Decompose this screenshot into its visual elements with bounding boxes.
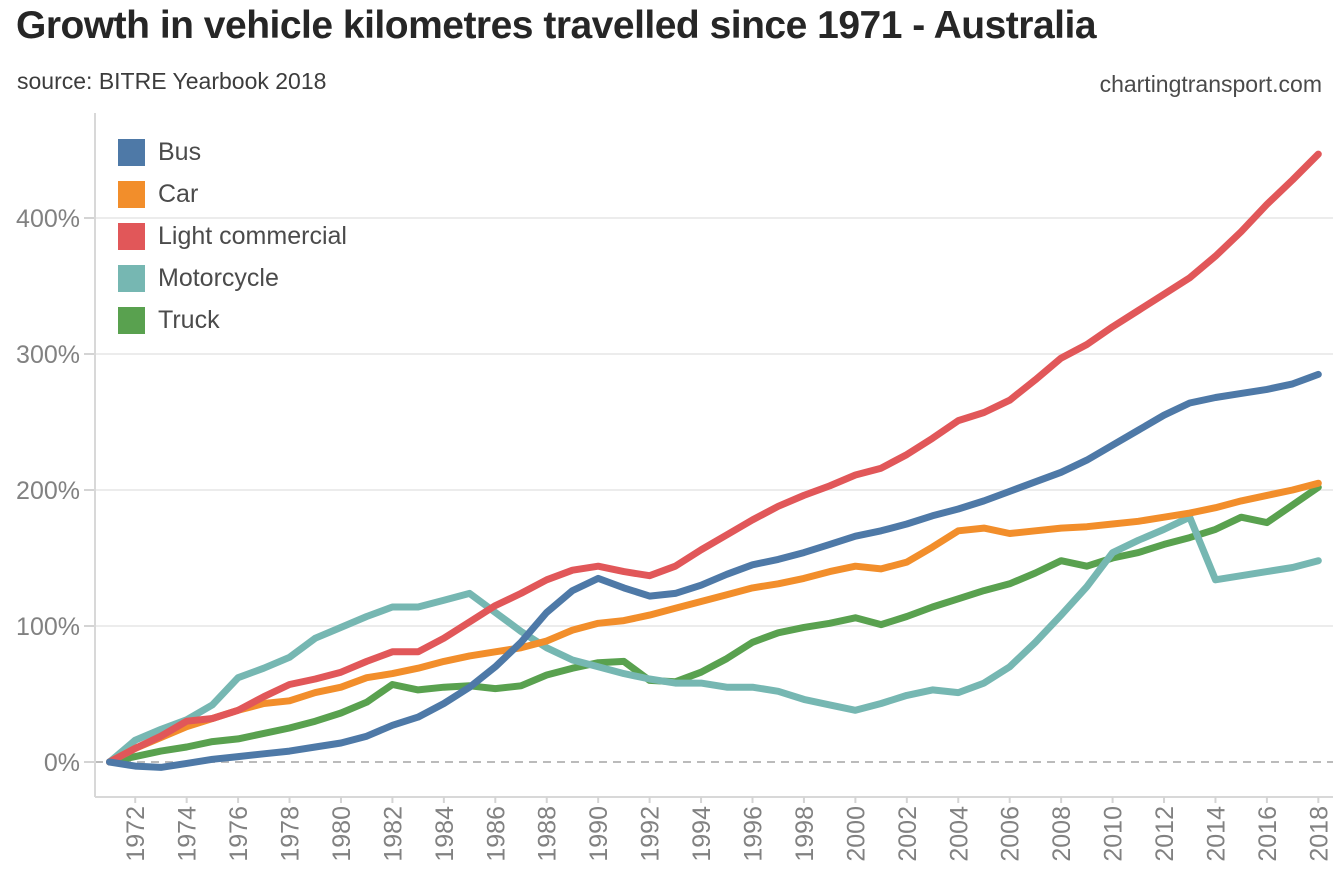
legend: Bus Car Light commercial Motorcycle Truc…: [118, 131, 347, 341]
x-tick-label: 1996: [740, 806, 768, 862]
x-tick-label: 1982: [379, 806, 407, 862]
x-tick-label: 1986: [482, 806, 510, 862]
legend-label: Car: [158, 179, 199, 208]
legend-label: Bus: [158, 137, 202, 166]
legend-label: Truck: [158, 305, 220, 334]
y-tick-label: 300%: [16, 341, 80, 369]
line-car[interactable]: [106, 479, 1322, 766]
x-tick-label: 2006: [997, 806, 1025, 862]
website-watermark: chartingtransport.com: [1099, 71, 1322, 97]
x-tick-label: 1976: [225, 806, 253, 862]
legend-label: Light commercial: [158, 221, 347, 250]
x-tick-label: 1992: [637, 806, 665, 862]
x-tick-label: 2014: [1202, 806, 1230, 862]
y-tick-label: 200%: [16, 477, 80, 505]
x-tick-label: 1978: [277, 806, 305, 862]
bus-color-swatch: [118, 138, 145, 166]
y-tick-label: 100%: [16, 613, 80, 641]
x-tick-label: 2000: [842, 806, 870, 862]
line-motorcycle[interactable]: [106, 513, 1322, 766]
line-light-commercial[interactable]: [106, 150, 1322, 766]
legend-item-motorcycle[interactable]: Motorcycle: [118, 257, 347, 299]
legend-label: Motorcycle: [158, 263, 279, 292]
y-tick-label: 400%: [16, 205, 80, 233]
x-tick-label: 2018: [1305, 806, 1333, 862]
light-commercial-color-swatch: [118, 222, 145, 250]
x-tick-label: 2008: [1048, 806, 1076, 862]
legend-item-light-commercial[interactable]: Light commercial: [118, 215, 347, 257]
line-bus[interactable]: [106, 370, 1322, 771]
x-tick-label: 1974: [174, 806, 202, 862]
legend-item-car[interactable]: Car: [118, 173, 347, 215]
legend-item-bus[interactable]: Bus: [118, 131, 347, 173]
x-tick-label: 2004: [945, 806, 973, 862]
x-tick-label: 1990: [585, 806, 613, 862]
motorcycle-color-swatch: [118, 264, 145, 292]
chart-title: Growth in vehicle kilometres travelled s…: [16, 4, 1097, 47]
legend-item-truck[interactable]: Truck: [118, 299, 347, 341]
car-color-swatch: [118, 180, 145, 208]
x-tick-label: 1980: [328, 806, 356, 862]
x-tick-label: 2012: [1151, 806, 1179, 862]
truck-color-swatch: [118, 306, 145, 334]
x-tick-label: 2016: [1254, 806, 1282, 862]
x-tick-label: 2010: [1100, 806, 1128, 862]
x-tick-label: 1988: [534, 806, 562, 862]
chart-source: source: BITRE Yearbook 2018: [17, 68, 327, 94]
y-tick-label: 0%: [44, 749, 80, 777]
x-tick-label: 1984: [431, 806, 459, 862]
x-tick-label: 1972: [122, 806, 150, 862]
x-tick-label: 1994: [688, 806, 716, 862]
x-tick-label: 2002: [894, 806, 922, 862]
line-truck[interactable]: [106, 483, 1322, 766]
x-tick-label: 1998: [791, 806, 819, 862]
